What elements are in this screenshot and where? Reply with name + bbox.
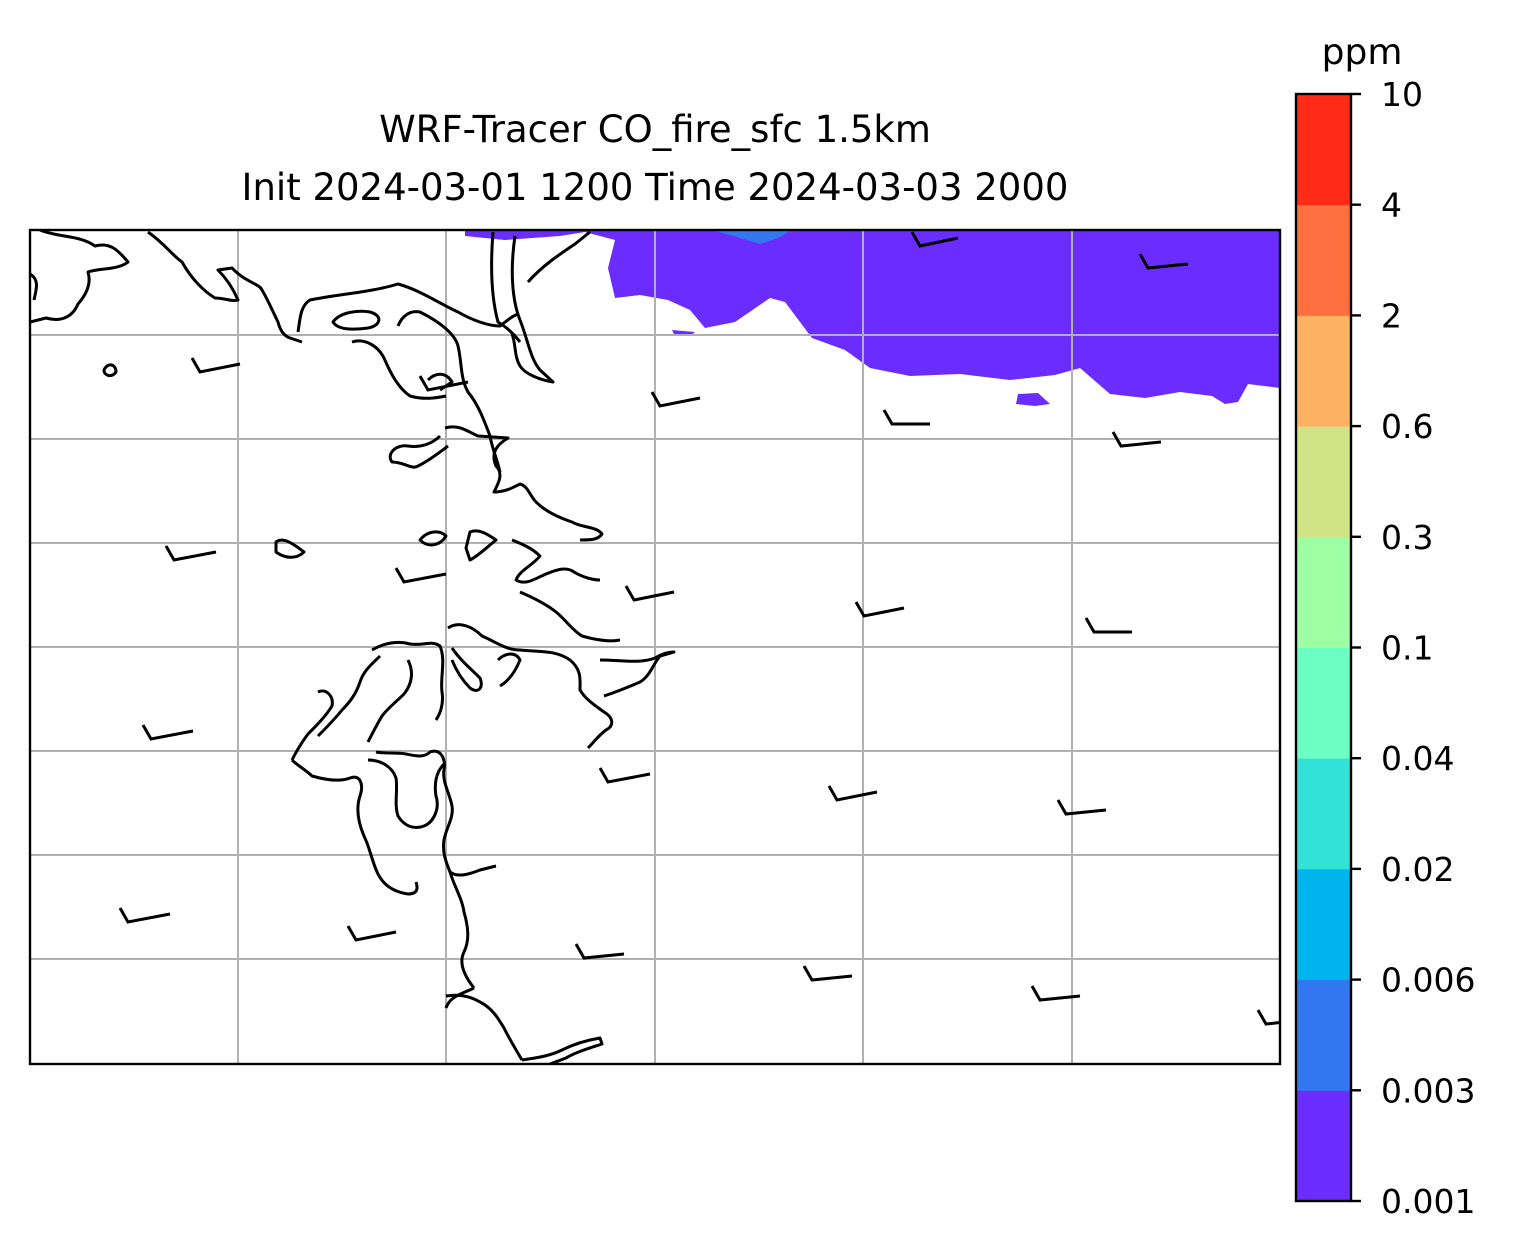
colorbar-segment: [1296, 1090, 1351, 1202]
wind-barb: [574, 943, 625, 960]
colorbar-tick-label: 2: [1381, 296, 1402, 335]
wind-barb: [346, 925, 397, 942]
wind-barb: [1056, 799, 1107, 816]
wind-barb: [882, 409, 930, 426]
co-plume-region: [465, 230, 1280, 404]
wind-barb: [118, 907, 171, 924]
colorbar-ticks: 0.001 0.003 0.006 0.02 0.04 0.1 0.3 0.6 2 4 10: [1351, 75, 1475, 1221]
wind-barb: [1256, 1009, 1280, 1026]
colorbar-segment: [1296, 204, 1351, 316]
wind-barb: [827, 785, 878, 802]
colorbar-tick-label: 0.1: [1381, 629, 1433, 668]
colorbar-segment: [1296, 868, 1351, 981]
colorbar: [1296, 94, 1351, 1202]
map-gridlines: [30, 230, 1280, 1064]
wind-barb: [650, 391, 701, 408]
colorbar-tick-label: 0.04: [1381, 739, 1454, 778]
map-frame: [28, 228, 1282, 1066]
colorbar-tick-label: 0.001: [1381, 1182, 1475, 1221]
coastline: [30, 230, 676, 1064]
colorbar-tick-label: 0.006: [1381, 961, 1475, 1000]
wind-barb: [910, 231, 959, 248]
colorbar-segment: [1296, 647, 1351, 759]
colorbar-tick-label: 0.3: [1381, 518, 1433, 557]
wind-barb: [1084, 617, 1132, 634]
colorbar-segment: [1296, 758, 1351, 870]
wind-barb: [1138, 253, 1189, 270]
wind-barb: [141, 724, 194, 741]
plot-title-line-1: WRF-Tracer CO_fire_sfc 1.5km: [379, 108, 931, 151]
co-plume-core: [712, 230, 792, 244]
wind-barb: [190, 357, 241, 374]
colorbar-segment: [1296, 315, 1351, 427]
colorbar-segment: [1296, 979, 1351, 1091]
wind-barb: [854, 601, 905, 618]
wind-barbs: [118, 231, 1280, 1026]
colorbar-tick-label: 10: [1381, 75, 1423, 114]
colorbar-label: ppm: [1322, 32, 1403, 73]
colorbar-segment: [1296, 94, 1351, 206]
wind-barb: [802, 965, 853, 982]
wind-barb: [418, 375, 469, 392]
colorbar-segment: [1296, 536, 1351, 648]
wind-barb: [164, 545, 217, 562]
colorbar-tick-label: 0.02: [1381, 850, 1454, 889]
colorbar-tick-label: 0.003: [1381, 1071, 1475, 1110]
wind-barb: [624, 585, 675, 602]
wind-barb: [1111, 431, 1162, 448]
colorbar-segment: [1296, 426, 1351, 538]
wind-barb: [598, 767, 651, 784]
colorbar-tick-label: 0.6: [1381, 407, 1433, 446]
plot-title-line-2: Init 2024-03-01 1200 Time 2024-03-03 200…: [241, 166, 1069, 209]
colorbar-tick-label: 4: [1381, 186, 1402, 225]
wind-barb: [394, 567, 447, 584]
wind-barb: [1030, 985, 1081, 1002]
co-plume-fragment: [1016, 393, 1050, 406]
